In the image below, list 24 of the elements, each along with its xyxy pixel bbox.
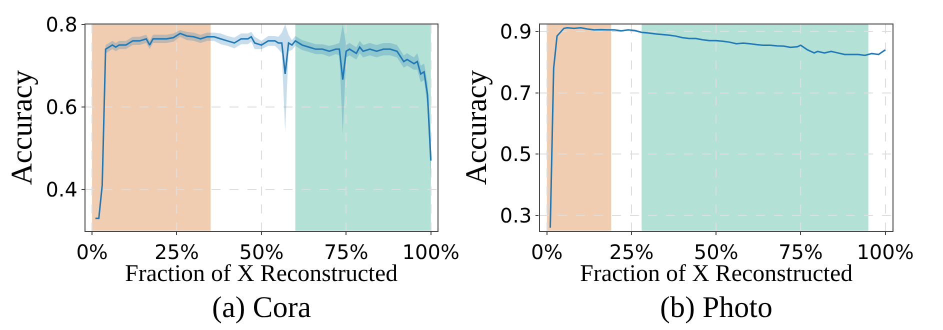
y-tick-label: 0.7	[500, 80, 532, 105]
y-tick-label: 0.8	[46, 12, 78, 36]
x-axis-title: Fraction of X Reconstructed	[125, 261, 398, 287]
y-axis-title: Accuracy	[460, 70, 493, 186]
y-tick-label: 0.4	[46, 178, 78, 202]
x-tick-label: 75%	[324, 240, 368, 264]
y-tick-label: 0.3	[500, 203, 532, 228]
x-tick-label: 0%	[76, 240, 108, 264]
y-axis-title: Accuracy	[6, 70, 39, 186]
y-tick-label: 0.6	[46, 94, 78, 119]
x-tick-label: 50%	[239, 240, 284, 264]
x-tick-label: 0%	[531, 240, 563, 264]
x-tick-label: 25%	[609, 240, 654, 264]
x-axis-title: Fraction of X Reconstructed	[580, 261, 853, 287]
x-tick-label: 100%	[402, 240, 460, 264]
x-tick-label: 100%	[856, 240, 914, 264]
x-tick-label: 50%	[694, 240, 738, 264]
text: (a) Cora	[212, 291, 312, 324]
x-tick-label: 75%	[778, 240, 823, 264]
y-tick-label: 0.9	[500, 19, 532, 44]
line-series	[550, 27, 886, 228]
x-tick-label: 25%	[154, 240, 199, 264]
text: (b) Photo	[660, 291, 772, 324]
y-tick-label: 0.5	[500, 142, 532, 166]
